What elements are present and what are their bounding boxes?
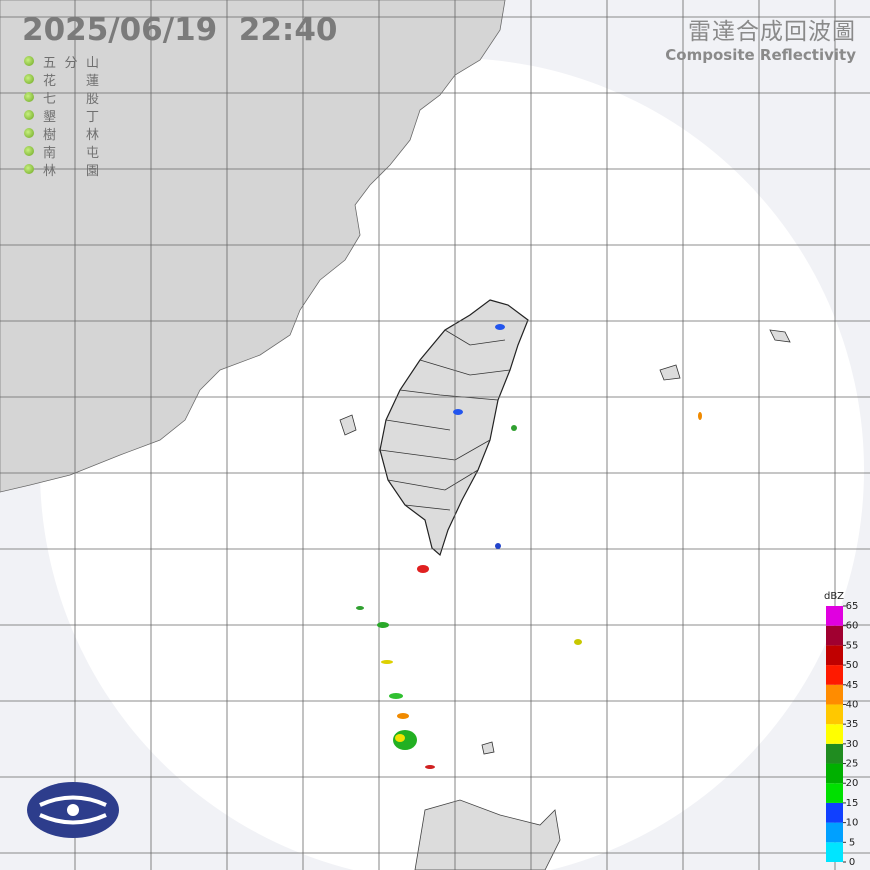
station-list: 五分山花蓮七股墾丁樹林南屯林園 <box>24 52 99 179</box>
station: 樹林 <box>24 124 99 143</box>
station-dot <box>24 164 34 174</box>
station: 墾丁 <box>24 106 99 125</box>
station-name: 五分山 <box>43 55 99 71</box>
color-legend: dBZ 0 5 10 15 20 25 30 35 40 45 50 55 60 65 <box>824 591 858 868</box>
station: 南屯 <box>24 142 99 161</box>
legend-tick-label: 30 <box>846 739 859 750</box>
title: 雷達合成回波圖 <box>688 19 856 45</box>
legend-tick-label: 45 <box>846 680 859 691</box>
legend-swatch <box>826 625 843 646</box>
legend-tick-label: 10 <box>846 818 859 829</box>
station-name: 樹林 <box>43 127 99 143</box>
legend-tick-label: 60 <box>846 621 859 632</box>
station: 花蓮 <box>24 70 99 89</box>
legend-swatch <box>826 822 843 843</box>
legend-swatch <box>826 684 843 705</box>
legend-unit: dBZ <box>824 591 844 602</box>
legend-tick-label: 50 <box>846 660 859 671</box>
station-name: 花蓮 <box>43 73 99 89</box>
station-dot <box>24 110 34 120</box>
legend-swatch <box>826 743 843 764</box>
legend-tick-label: 5 <box>849 837 855 848</box>
legend-swatch <box>826 842 843 862</box>
legend-swatch <box>826 606 843 626</box>
philippines-land <box>414 799 561 870</box>
legend-swatch <box>826 763 843 784</box>
legend-tick-label: 20 <box>846 778 859 789</box>
legend-tick-label: 40 <box>846 699 859 710</box>
station-name: 七股 <box>43 91 99 107</box>
station: 五分山 <box>24 52 99 71</box>
legend-swatch <box>826 783 843 803</box>
islands <box>339 329 791 755</box>
taiwan-land <box>379 299 529 557</box>
station-dot <box>24 146 34 156</box>
legend-swatch <box>826 724 843 744</box>
station-name: 墾丁 <box>43 109 99 125</box>
legend-tick-label: 0 <box>849 857 855 868</box>
legend-swatch <box>826 704 843 725</box>
title-block: 雷達合成回波圖 Composite Reflectivity <box>665 12 856 64</box>
legend-swatch <box>826 665 843 685</box>
legend-tick-label: 65 <box>846 601 859 612</box>
timestamp: 2025/06/19 22:40 <box>22 12 338 48</box>
station-dot <box>24 128 34 138</box>
station-dot <box>24 74 34 84</box>
station: 七股 <box>24 88 99 107</box>
echoes <box>356 324 702 769</box>
station: 林園 <box>24 160 99 179</box>
legend-tick-label: 15 <box>846 798 859 809</box>
subtitle: Composite Reflectivity <box>665 46 856 64</box>
legend-swatch <box>826 802 843 823</box>
legend-tick-label: 25 <box>846 759 859 770</box>
logo <box>27 782 119 838</box>
legend-tick-label: 55 <box>846 640 859 651</box>
station-name: 南屯 <box>43 145 99 161</box>
station-name: 林園 <box>43 163 99 179</box>
station-dot <box>24 56 34 66</box>
legend-tick-label: 35 <box>846 719 859 730</box>
station-dot <box>24 92 34 102</box>
legend-swatch <box>826 645 843 666</box>
